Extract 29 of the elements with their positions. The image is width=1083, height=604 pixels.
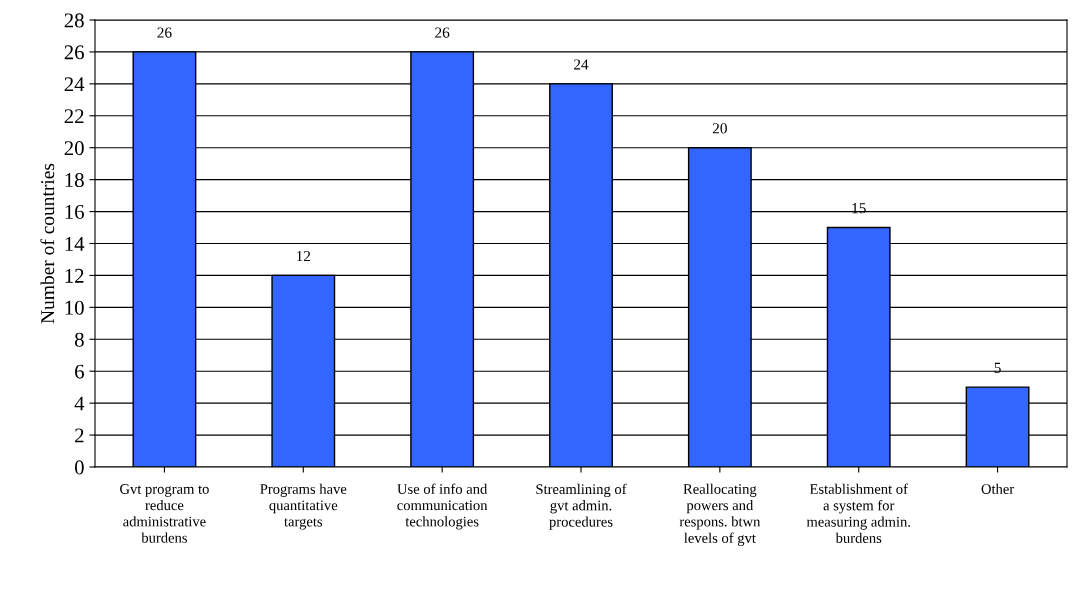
y-tick-label: 22 — [64, 109, 84, 124]
y-tick-label: 14 — [65, 236, 85, 251]
data-label: 5 — [994, 362, 1001, 373]
x-tick-label: Programs have quantitative targets — [260, 483, 347, 530]
y-tick-label: 10 — [65, 300, 84, 315]
data-label: 26 — [435, 27, 450, 38]
data-label: 20 — [712, 123, 727, 134]
y-tick-label: 16 — [65, 205, 84, 219]
x-tick-label: Gvt program to reduce administrative burdens — [120, 484, 209, 543]
y-tick-label: 12 — [65, 268, 84, 283]
x-tick-label: Reallocating powers and respons. btwn levels of gvt — [679, 483, 761, 546]
y-tick-label: 24 — [64, 77, 85, 92]
y-axis-title: Number of countries — [40, 163, 55, 324]
y-tick-label: 4 — [74, 396, 85, 411]
x-tick-label: Use of info and communication technologies — [397, 483, 488, 530]
y-tick-label: 8 — [74, 332, 84, 347]
y-tick-label: 6 — [75, 364, 84, 379]
x-tick-label: Streamlining of gvt admin. procedures — [536, 483, 627, 530]
y-tick-label: 2 — [75, 428, 84, 443]
y-tick-label: 20 — [64, 141, 84, 156]
x-tick-label: Establishment of a system for measuring admin. burdens — [806, 483, 910, 543]
data-label: 12 — [296, 250, 311, 262]
data-label: 24 — [574, 59, 589, 70]
y-tick-label: 0 — [74, 460, 84, 475]
x-tick-label: Other — [981, 483, 1015, 494]
y-tick-label: 26 — [64, 45, 84, 60]
data-label: 26 — [157, 27, 172, 38]
y-tick-label: 18 — [65, 173, 84, 188]
y-tick-label: 28 — [64, 13, 84, 28]
